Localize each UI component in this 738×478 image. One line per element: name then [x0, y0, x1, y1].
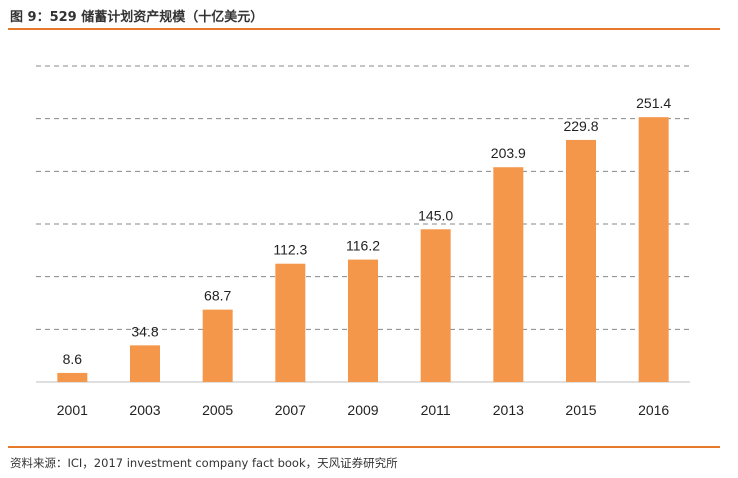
x-tick-label: 2013	[493, 402, 524, 418]
bar-2003	[130, 345, 160, 382]
data-labels: 8.6 34.8 68.7 112.3 116.2 145.0 203.9 229.8 251.…	[63, 95, 672, 367]
bar-2007	[275, 263, 306, 382]
source-note: 资料来源：ICI，2017 investment company fact bo…	[10, 456, 398, 470]
x-tick-label: 2001	[57, 402, 88, 418]
figure-title: 图 9：529 储蓄计划资产规模（十亿美元）	[10, 10, 264, 25]
x-tick-label: 2009	[347, 402, 378, 418]
bar-2001	[57, 372, 88, 382]
data-label-2007: 112.3	[273, 242, 307, 258]
source-rule	[8, 446, 720, 448]
data-label-2003: 34.8	[131, 323, 158, 339]
data-label-2011: 145.0	[418, 207, 453, 223]
bar-2016	[638, 117, 669, 382]
data-label-2013: 203.9	[491, 145, 526, 161]
x-tick-label: 2005	[202, 402, 233, 418]
x-tick-label: 2011	[421, 402, 451, 418]
data-label-2016: 251.4	[636, 95, 671, 111]
bar-chart: 8.6 34.8 68.7 112.3 116.2 145.0 203.9 229.8 251.…	[36, 65, 690, 418]
bars	[57, 117, 669, 382]
bar-2005	[202, 309, 233, 382]
title-rule	[8, 28, 720, 30]
bar-2015	[566, 139, 596, 382]
bar-2011	[420, 229, 451, 382]
x-tick-label: 2003	[129, 402, 160, 418]
x-tick-labels: 2001 2003 2005 2007 2009 2011 2013 2015 2016	[57, 402, 670, 418]
x-tick-label: 2015	[565, 402, 596, 418]
data-label-2001: 8.6	[63, 351, 83, 367]
data-label-2005: 68.7	[204, 288, 231, 304]
data-label-2015: 229.8	[563, 118, 598, 134]
bar-2013	[493, 167, 524, 382]
x-tick-label: 2007	[275, 402, 306, 418]
bar-2009	[348, 259, 378, 382]
x-tick-label: 2016	[638, 402, 669, 418]
data-label-2009: 116.2	[346, 238, 380, 254]
